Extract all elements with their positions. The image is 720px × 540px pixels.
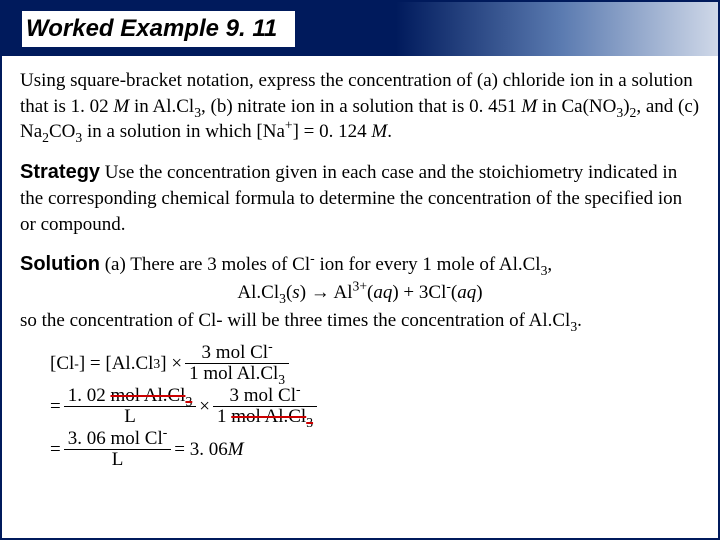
problem-text: in a solution in which [Na (82, 121, 285, 142)
eq-text: × (199, 394, 210, 420)
solution-line-a: Solution (a) There are 3 moles of Cl- io… (20, 251, 700, 278)
state-symbol: s (292, 282, 299, 303)
problem-text: ] = 0. 124 (293, 121, 372, 142)
reaction-equation: Al.Cl3(s) → Al3+(aq) + 3Cl-(aq) (20, 280, 700, 306)
strategy-block: Strategy Use the concentration given in … (20, 159, 700, 237)
superscript: + (285, 118, 293, 133)
reaction-text: ) + 3Cl (392, 282, 446, 303)
solution-label: Solution (20, 253, 100, 275)
italic-M: M (228, 437, 244, 463)
frac-den: L (64, 407, 197, 427)
state-symbol: aq (457, 282, 476, 303)
problem-text: CO (49, 121, 75, 142)
problem-text: . (387, 121, 392, 142)
content-area: Using square-bracket notation, express t… (2, 56, 718, 482)
subscript: 2 (42, 130, 49, 145)
fraction-1: 3 mol Cl- 1 mol Al.Cl3 (185, 343, 289, 384)
solution-text: . (577, 310, 582, 331)
frac-den: 1 (217, 406, 231, 427)
strategy-text: Use the concentration given in each case… (20, 162, 682, 235)
italic-M: M (113, 96, 129, 117)
equation-row-2: = 1. 02 mol Al.Cl3 L × 3 mol Cl- 1 mol A… (50, 386, 700, 427)
equation-row-3: = 3. 06 mol Cl- L = 3. 06 M (50, 429, 700, 470)
subscript: 3 (306, 415, 313, 430)
problem-text: in Al.Cl (129, 96, 194, 117)
superscript: - (163, 425, 168, 440)
italic-M: M (521, 96, 537, 117)
eq-text: ] × (160, 351, 182, 377)
eq-text: ] = [Al.Cl (79, 351, 154, 377)
reaction-text: ) → Al (300, 282, 353, 303)
problem-text: in Ca(NO (537, 96, 616, 117)
solution-line-b: so the concentration of Cl- will be thre… (20, 308, 700, 334)
frac-num: 1. 02 (68, 385, 111, 406)
title-wrap: Worked Example 9. 11 (22, 11, 295, 47)
title-bar: Worked Example 9. 11 (2, 2, 718, 56)
reaction-text: ) (476, 282, 482, 303)
subscript: 3 (279, 291, 286, 306)
solution-block: Solution (a) There are 3 moles of Cl - io… (20, 251, 700, 470)
italic-M: M (371, 121, 387, 142)
frac-num: 3. 06 mol Cl (68, 428, 163, 449)
frac-den: 1 mol Al.Cl (189, 363, 278, 384)
superscript: - (268, 339, 273, 354)
fraction-2: 1. 02 mol Al.Cl3 L (64, 386, 197, 427)
subscript: 3 (194, 104, 201, 119)
eq-text: = (50, 437, 61, 463)
cancel-text: mol Al.Cl (110, 385, 185, 406)
frac-num: 3 mol Cl (229, 385, 296, 406)
state-symbol: aq (373, 282, 392, 303)
solution-text: so the concentration of Cl- will be thre… (20, 310, 570, 331)
eq-text: [Cl (50, 351, 74, 377)
problem-text: , (b) nitrate ion in a solution that is … (201, 96, 521, 117)
reaction-text: Al.Cl (237, 282, 279, 303)
fraction-4: 3. 06 mol Cl- L (64, 429, 172, 470)
eq-text: = 3. 06 (174, 437, 227, 463)
strategy-label: Strategy (20, 161, 100, 183)
superscript: - (296, 382, 301, 397)
equation-row-1: [Cl-] = [Al.Cl3] × 3 mol Cl- 1 mol Al.Cl… (50, 343, 700, 384)
fraction-3: 3 mol Cl- 1 mol Al.Cl3 (213, 386, 317, 427)
equation-block: [Cl-] = [Al.Cl3] × 3 mol Cl- 1 mol Al.Cl… (50, 343, 700, 470)
cancel-text: mol Al.Cl (231, 406, 306, 427)
solution-text: (a) There are 3 moles of Cl (100, 254, 310, 275)
solution-text: ion for every 1 mole of Al.Cl (315, 254, 541, 275)
subscript: 3 (185, 394, 192, 409)
solution-text: , (547, 254, 552, 275)
example-title: Worked Example 9. 11 (26, 13, 285, 44)
problem-statement: Using square-bracket notation, express t… (20, 68, 700, 145)
superscript: 3+ (352, 279, 367, 294)
frac-den: L (64, 450, 172, 470)
eq-text: = (50, 394, 61, 420)
frac-num: 3 mol Cl (202, 342, 269, 363)
